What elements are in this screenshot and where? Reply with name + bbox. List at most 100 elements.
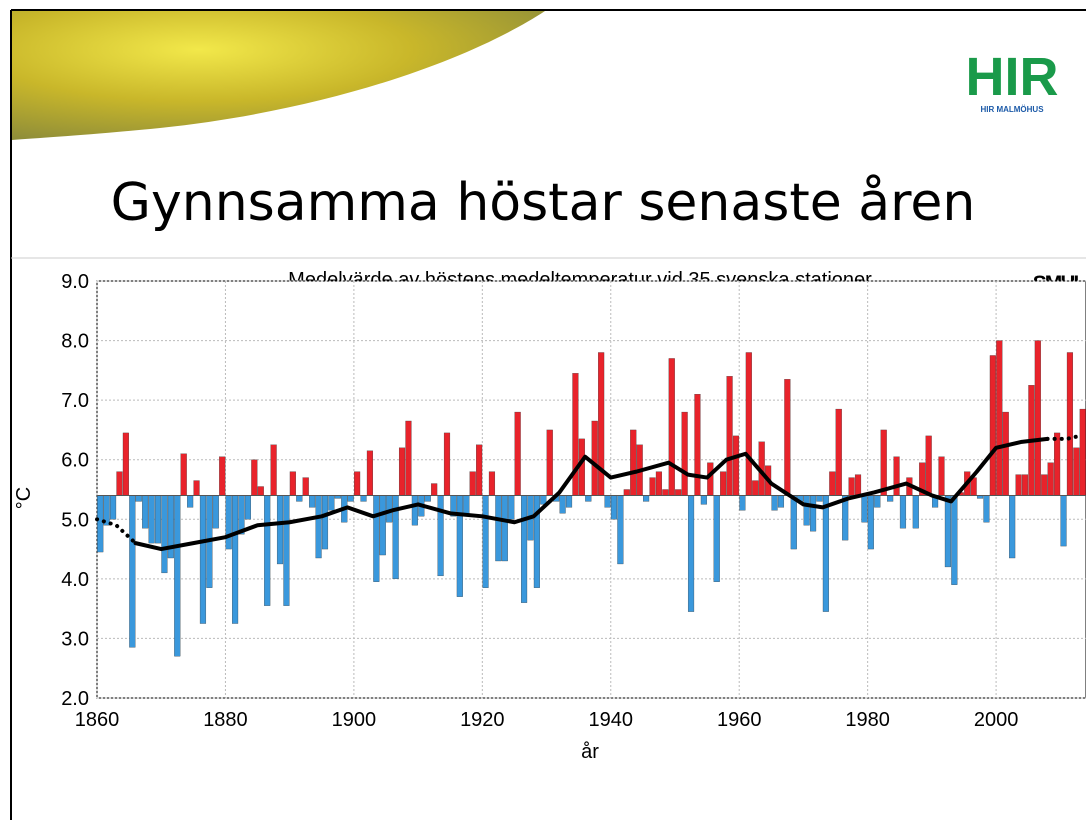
bar [438, 495, 444, 575]
bar [1073, 448, 1079, 496]
bar [624, 490, 630, 496]
y-tick-label: 4.0 [61, 569, 89, 591]
bar [547, 430, 553, 496]
bar [810, 495, 816, 531]
bar [162, 495, 168, 572]
bar [617, 495, 623, 564]
header-image [12, 11, 545, 140]
bar [862, 495, 868, 522]
bar [251, 460, 257, 496]
bar [778, 495, 784, 507]
bar [643, 495, 649, 501]
bar [226, 495, 232, 549]
bar [489, 472, 495, 496]
bar [232, 495, 238, 623]
x-tick-label: 2000 [974, 709, 1019, 731]
bar [746, 352, 752, 495]
x-tick-label: 1920 [460, 709, 505, 731]
bar [425, 495, 431, 501]
x-axis-label: år [581, 741, 599, 763]
bar [720, 472, 726, 496]
bar [1067, 352, 1073, 495]
bar [117, 472, 123, 496]
bar [1022, 475, 1028, 496]
bar [984, 495, 990, 522]
bar [200, 495, 206, 623]
slide: HIR HIR MALMÖHUS Gynnsamma höstar senast… [0, 0, 1086, 820]
plot-area [97, 281, 1086, 698]
bar [123, 433, 129, 496]
bar [1016, 475, 1022, 496]
bar [669, 358, 675, 495]
y-tick-label: 2.0 [61, 688, 89, 710]
bar [868, 495, 874, 549]
bar [849, 478, 855, 496]
bar [874, 495, 880, 507]
bar [328, 495, 334, 510]
y-tick-label: 7.0 [61, 390, 89, 412]
bar [476, 445, 482, 496]
bar [592, 421, 598, 495]
bar [406, 421, 412, 495]
bar [303, 478, 309, 496]
bar [752, 481, 758, 496]
bar [598, 352, 604, 495]
bar [399, 448, 405, 496]
bar [611, 495, 617, 519]
bar [887, 495, 893, 501]
bar [136, 495, 142, 501]
bar [855, 475, 861, 496]
bar [296, 495, 302, 501]
bar [701, 495, 707, 504]
bar [213, 495, 219, 528]
bar [271, 445, 277, 496]
bar [817, 495, 823, 501]
bar [573, 373, 579, 495]
bar [605, 495, 611, 507]
bar [354, 472, 360, 496]
bar [264, 495, 270, 605]
x-tick-label: 1980 [845, 709, 890, 731]
x-tick-label: 1940 [589, 709, 634, 731]
bar [656, 472, 662, 496]
bar [945, 495, 951, 566]
bar [1061, 495, 1067, 546]
bar [245, 495, 251, 519]
bar [1048, 463, 1054, 496]
bar [444, 433, 450, 496]
bar [380, 495, 386, 555]
logo-sub: HIR MALMÖHUS [980, 105, 1044, 114]
bar [290, 472, 296, 496]
bar [348, 495, 354, 501]
bar [829, 472, 835, 496]
bar [483, 495, 489, 587]
bar [939, 457, 945, 496]
bar [585, 495, 591, 501]
bar [110, 495, 116, 519]
y-tick-label: 6.0 [61, 450, 89, 472]
bar [630, 430, 636, 496]
bar [412, 495, 418, 525]
bar [1080, 409, 1086, 495]
y-tick-label: 9.0 [61, 271, 89, 293]
bar [990, 355, 996, 495]
x-tick-label: 1860 [75, 709, 120, 731]
bar [316, 495, 322, 558]
bar [258, 487, 264, 496]
bar [277, 495, 283, 564]
bar [913, 495, 919, 528]
x-tick-label: 1960 [717, 709, 762, 731]
x-tick-label: 1880 [203, 709, 248, 731]
bar [900, 495, 906, 528]
bar [650, 478, 656, 496]
y-axis-label: °C [13, 487, 35, 509]
slide-title: Gynnsamma höstar senaste åren [111, 173, 976, 233]
bar [804, 495, 810, 525]
bar [784, 379, 790, 495]
bar [926, 436, 932, 496]
bar [714, 495, 720, 581]
bar [515, 412, 521, 495]
bar [1003, 412, 1009, 495]
bar [149, 495, 155, 543]
bar [142, 495, 148, 528]
